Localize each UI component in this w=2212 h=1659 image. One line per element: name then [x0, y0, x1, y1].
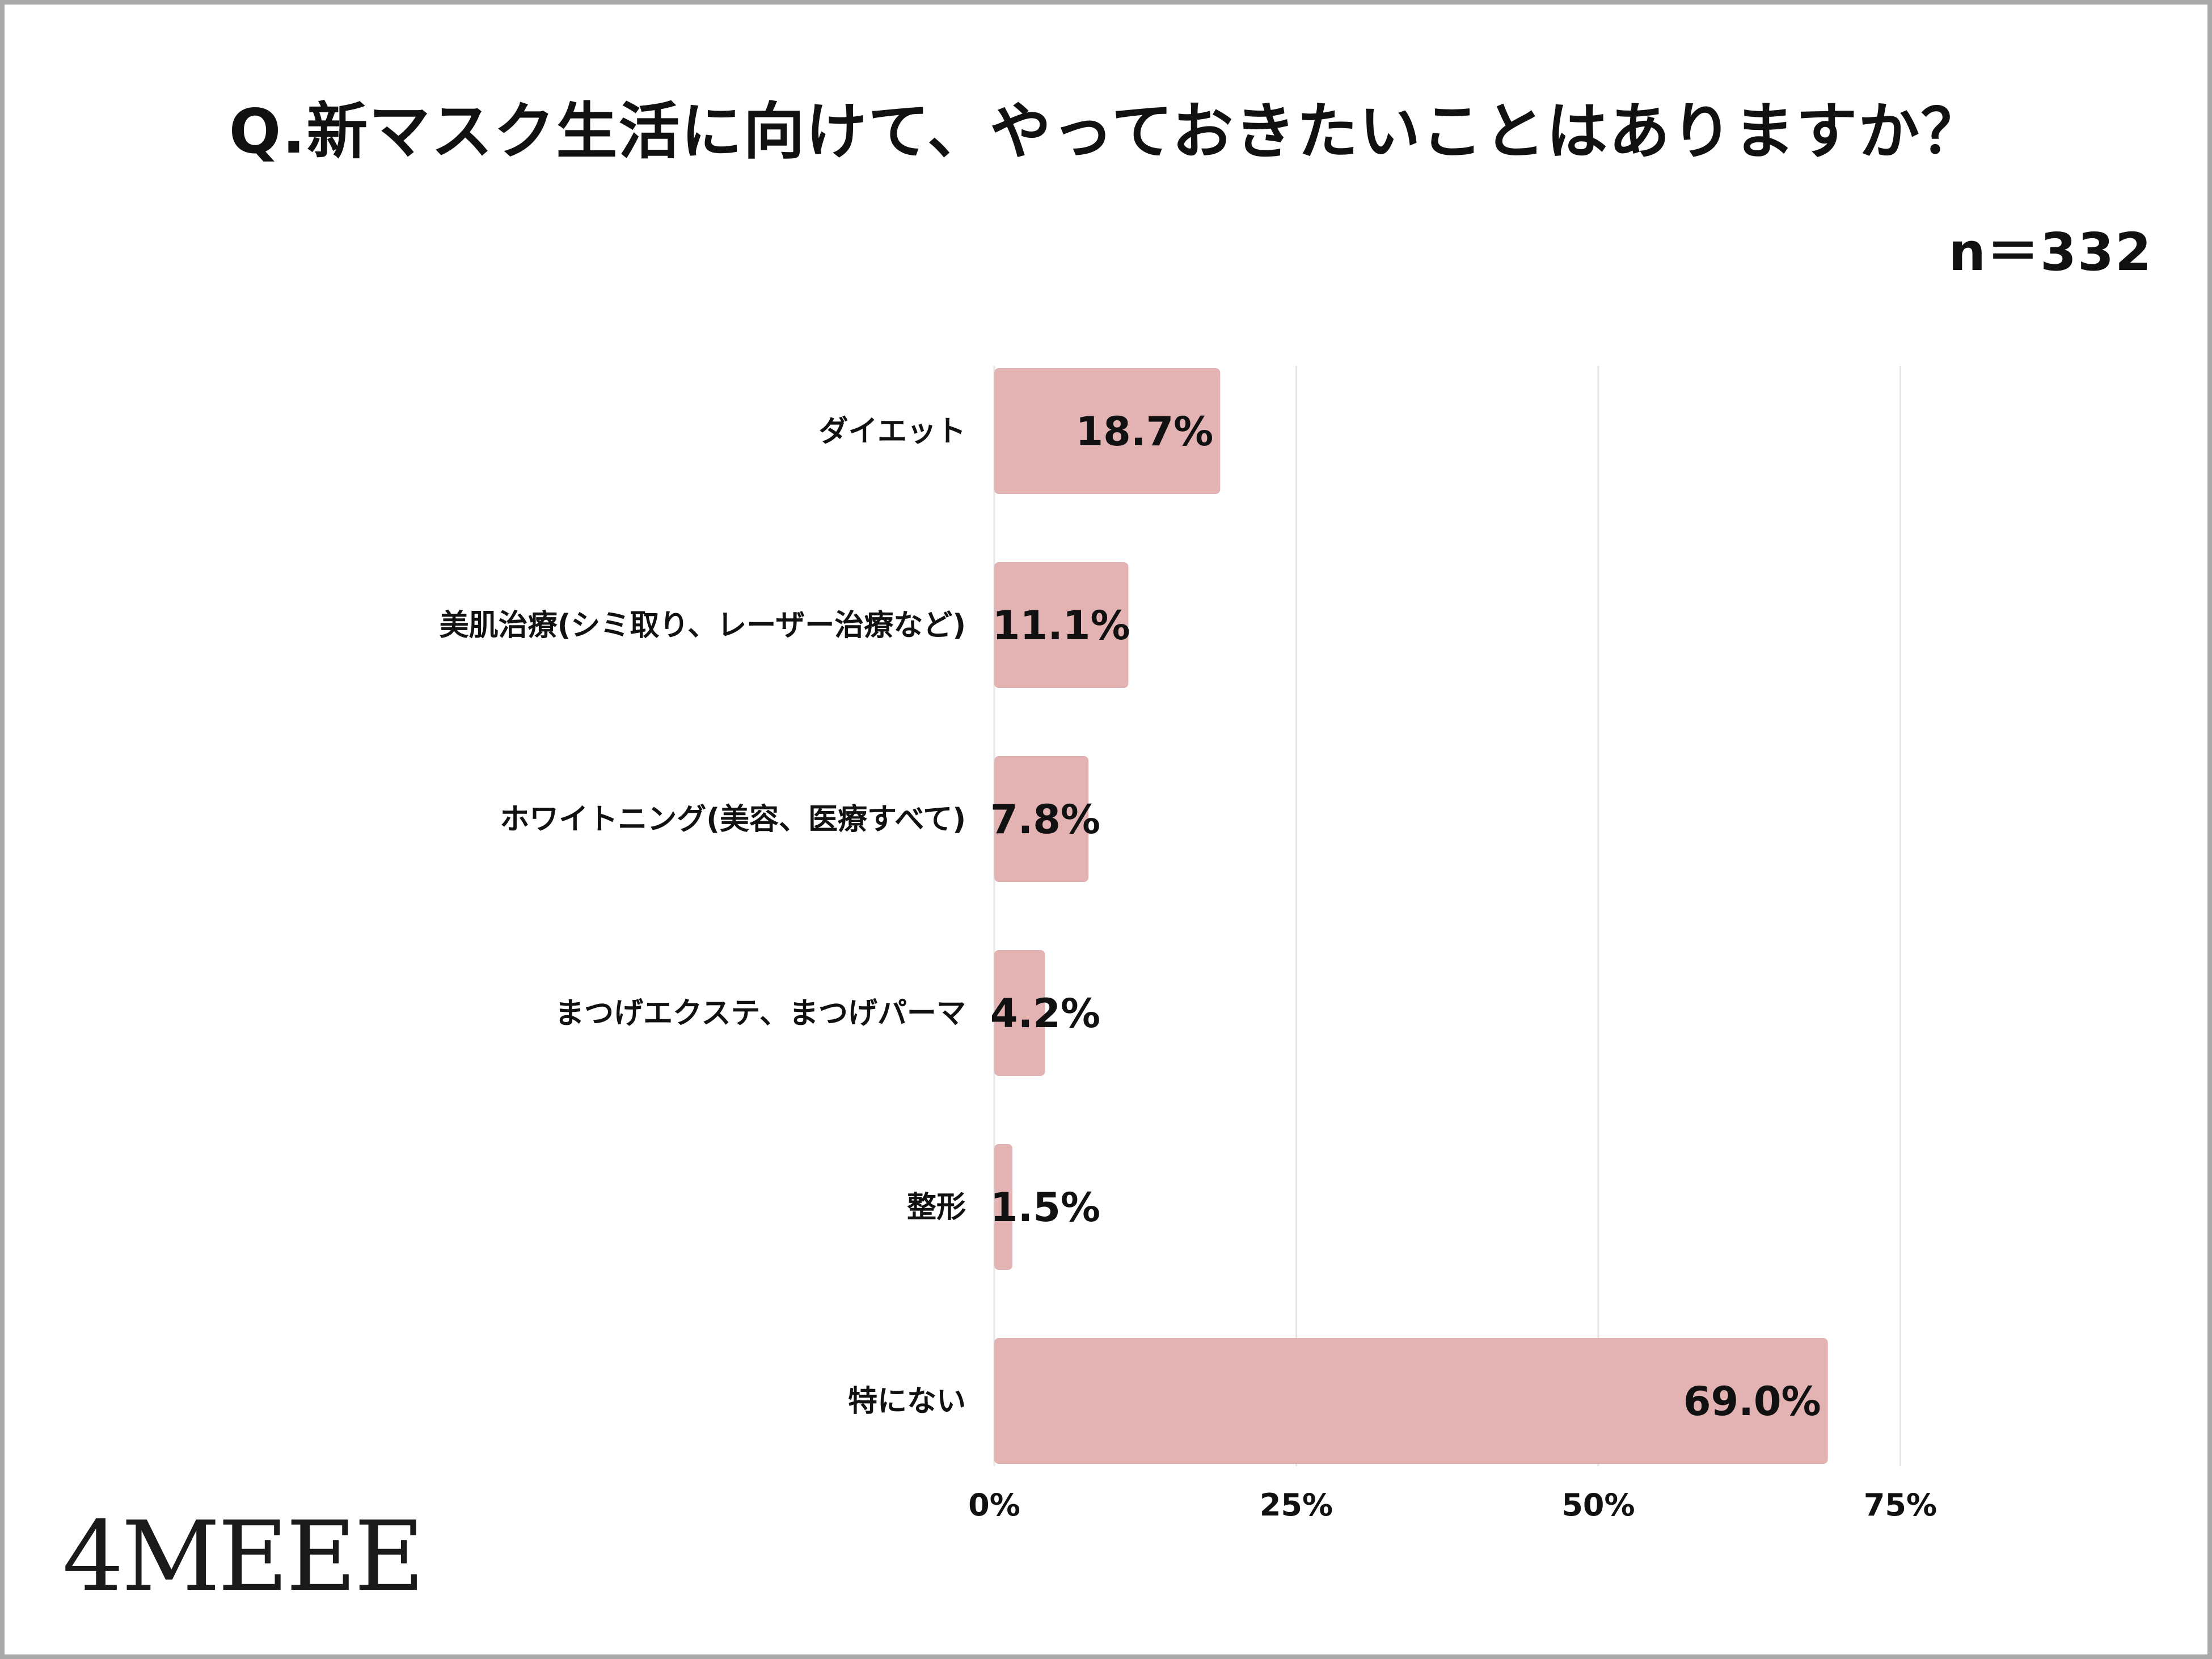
value-label: 18.7%: [1075, 408, 1213, 455]
category-label: 美肌治療(シミ取り、レーザー治療など): [440, 609, 966, 643]
value-label: 11.1%: [993, 602, 1130, 649]
grid-lines: [993, 366, 1901, 1466]
category-label: まつげエクステ、まつげパーマ: [555, 997, 966, 1031]
x-tick-label: 25%: [1260, 1487, 1333, 1523]
chart-title: Q.新マスク生活に向けて、やっておきたいことはありますか？: [229, 96, 1983, 167]
x-tick-label: 75%: [1864, 1487, 1937, 1523]
category-label: 整形: [907, 1191, 966, 1225]
value-label: 69.0%: [1683, 1378, 1821, 1425]
value-label: 7.8%: [990, 796, 1100, 843]
value-label: 4.2%: [990, 990, 1100, 1037]
value-label: 1.5%: [990, 1184, 1100, 1231]
category-label: ホワイトニング(美容、医療すべて): [500, 803, 966, 837]
bar: [994, 1338, 1828, 1464]
sample-size: n＝332: [1948, 222, 2152, 282]
category-label: ダイエット: [819, 415, 966, 449]
brand-logo: 4MEEE: [62, 1501, 425, 1613]
category-label: 特にない: [848, 1384, 966, 1419]
bars: [994, 368, 1828, 1464]
bar: [994, 562, 1129, 688]
bar: [994, 368, 1221, 494]
bar: [994, 1144, 1012, 1270]
bar: [994, 756, 1089, 882]
bar: [994, 950, 1045, 1076]
x-tick-label: 0%: [968, 1487, 1020, 1523]
x-tick-label: 50%: [1561, 1487, 1635, 1523]
labels: 0% 25% 50% 75% ダイエット 18.7% 美肌治療(シミ取り、レーザー治療など)…: [440, 408, 1937, 1523]
